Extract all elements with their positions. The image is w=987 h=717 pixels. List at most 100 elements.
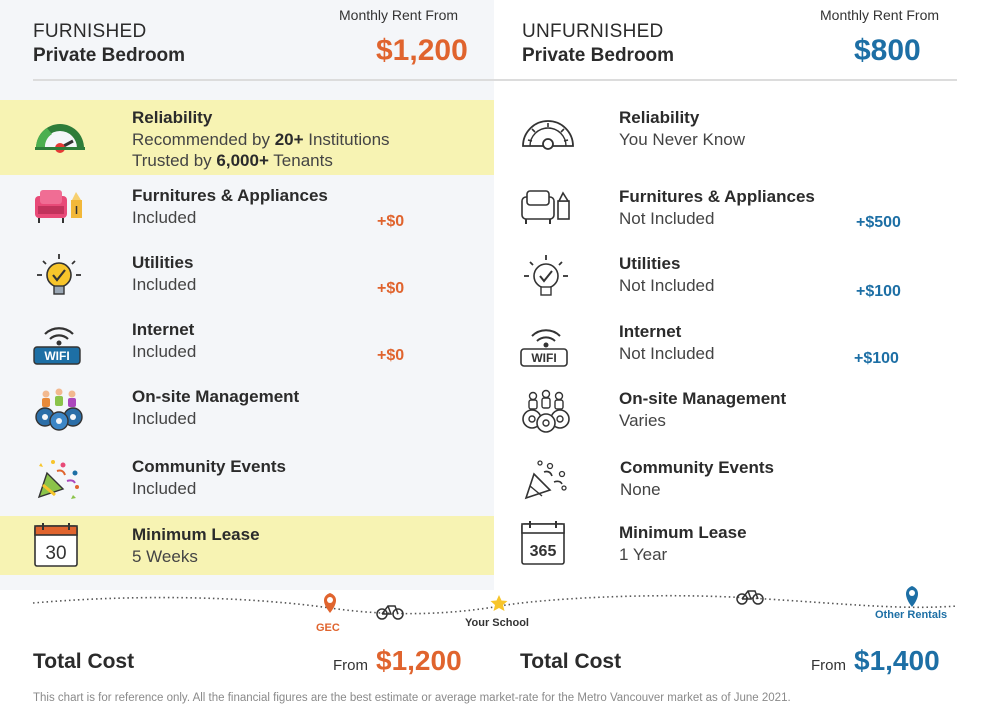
furnished-rent-price: $1,200: [376, 34, 468, 67]
unfurnished-total-from: From: [811, 657, 846, 674]
gec-pin-icon: [324, 593, 336, 613]
furnished-community-status: Included: [132, 479, 197, 498]
furnished-heading-room: Private Bedroom: [33, 45, 186, 66]
unfurnished-heading-type: UNFURNISHED: [522, 21, 664, 42]
furnished-furniture-status: Included: [132, 208, 197, 227]
disclaimer-footnote: This chart is for reference only. All th…: [33, 692, 791, 704]
unfurnished-furniture-status: Not Included: [619, 209, 715, 228]
furnished-utilities-status: Included: [132, 275, 197, 294]
furnished-lease-duration: 5 Weeks: [132, 547, 198, 566]
furnished-management-title: On-site Management: [132, 387, 300, 406]
furnished-reliability-line2: Trusted by 6,000+ Tenants: [132, 150, 333, 171]
speedometer-outline-icon: [520, 112, 574, 160]
header-divider: [33, 79, 957, 81]
unfurnished-row-reliability: Reliability You Never Know: [520, 108, 960, 158]
unfurnished-internet-title: Internet: [619, 322, 682, 341]
other-rentals-pin-icon: [906, 586, 918, 607]
unfurnished-total-label: Total Cost: [520, 650, 622, 673]
furnished-management-status: Included: [132, 409, 197, 428]
furniture-icon: [33, 186, 85, 234]
unfurnished-management-status: Varies: [619, 411, 666, 430]
unfurnished-rent-from-label: Monthly Rent From: [820, 7, 940, 23]
furnished-internet-title: Internet: [132, 320, 195, 339]
furnished-row-reliability: Reliability Recommended by 20+ Instituti…: [33, 108, 483, 172]
gec-label: GEC: [316, 622, 340, 634]
unfurnished-row-community: Community Events None: [520, 458, 960, 508]
furnished-row-management: On-site Management Included: [33, 387, 483, 437]
party-popper-icon: [33, 457, 85, 505]
furnished-reliability-line2-pre: Trusted by: [132, 151, 217, 170]
furniture-outline-icon: [520, 187, 572, 235]
furnished-heading: FURNISHED Private Bedroom: [33, 20, 185, 68]
furnished-row-furniture: Furnitures & Appliances Included +$0: [33, 186, 483, 236]
school-star-icon: [490, 595, 508, 611]
unfurnished-reliability-status: You Never Know: [619, 130, 746, 149]
lightbulb-outline-icon: [520, 254, 572, 302]
furnished-reliability-line1: Recommended by 20+ Institutions: [132, 129, 390, 150]
furnished-calendar-number: 30: [45, 543, 66, 564]
management-outline-icon: [520, 389, 572, 437]
bicycle-icon-left: [376, 605, 404, 620]
unfurnished-reliability-title: Reliability: [619, 108, 700, 127]
wifi-outline-icon: WIFI: [520, 322, 572, 370]
bicycle-icon-right: [736, 590, 764, 605]
unfurnished-lease-duration: 1 Year: [619, 545, 668, 564]
furnished-total-label: Total Cost: [33, 650, 135, 673]
furnished-reliability-line2-post: Tenants: [268, 151, 333, 170]
unfurnished-lease-title: Minimum Lease: [619, 523, 747, 542]
unfurnished-calendar-number: 365: [530, 543, 557, 560]
unfurnished-internet-status: Not Included: [619, 344, 715, 363]
unfurnished-row-lease: 365 Minimum Lease 1 Year: [520, 521, 960, 571]
unfurnished-row-management: On-site Management Varies: [520, 389, 960, 439]
svg-text:WIFI: WIFI: [44, 349, 69, 363]
reliability-highlight: [0, 100, 494, 175]
calendar-30-icon: 30: [33, 523, 85, 571]
furnished-furniture-cost: +$0: [377, 213, 405, 230]
unfurnished-heading-room: Private Bedroom: [522, 45, 675, 66]
furnished-row-lease: 30 Minimum Lease 5 Weeks: [33, 523, 483, 573]
svg-text:WIFI: WIFI: [531, 351, 556, 365]
commute-route: GEC Your School Other Rentals: [0, 578, 987, 638]
unfurnished-internet-cost: +$100: [854, 350, 899, 367]
unfurnished-furniture-cost: +$500: [856, 214, 901, 231]
furnished-heading-type: FURNISHED: [33, 21, 147, 42]
furnished-utilities-title: Utilities: [132, 253, 194, 272]
lightbulb-icon: [33, 253, 85, 301]
unfurnished-row-internet: WIFI Internet Not Included +$100: [520, 322, 960, 372]
furnished-furniture-title: Furnitures & Appliances: [132, 186, 328, 205]
party-popper-outline-icon: [520, 458, 572, 506]
furnished-utilities-cost: +$0: [377, 280, 405, 297]
furnished-internet-cost: +$0: [377, 347, 405, 364]
management-gears-icon: [33, 387, 85, 435]
unfurnished-heading: UNFURNISHED Private Bedroom: [522, 20, 674, 68]
furnished-total-price: $1,200: [376, 645, 462, 676]
minimum-lease-highlight: [0, 516, 494, 575]
your-school-label: Your School: [465, 617, 529, 629]
unfurnished-furniture-title: Furnitures & Appliances: [619, 187, 815, 206]
furnished-row-community: Community Events Included: [33, 457, 483, 507]
unfurnished-total-price: $1,400: [854, 645, 940, 676]
furnished-column-background: [0, 0, 494, 590]
unfurnished-community-title: Community Events: [620, 458, 774, 477]
unfurnished-utilities-cost: +$100: [856, 283, 901, 300]
wifi-icon: WIFI: [33, 320, 85, 368]
furnished-reliability-title: Reliability: [132, 108, 213, 127]
furnished-total-from: From: [333, 657, 368, 674]
calendar-365-icon: 365: [520, 521, 572, 569]
unfurnished-row-utilities: Utilities Not Included +$100: [520, 254, 960, 304]
unfurnished-utilities-title: Utilities: [619, 254, 681, 273]
unfurnished-row-furniture: Furnitures & Appliances Not Included +$5…: [520, 187, 960, 237]
other-rentals-label: Other Rentals: [875, 609, 948, 621]
furnished-community-title: Community Events: [132, 457, 286, 476]
unfurnished-utilities-status: Not Included: [619, 276, 715, 295]
furnished-internet-status: Included: [132, 342, 197, 361]
furnished-row-internet: WIFI Internet Included +$0: [33, 320, 483, 370]
speedometer-high-icon: [33, 114, 85, 162]
furnished-reliability-tenants-count: 6,000+: [216, 151, 269, 170]
unfurnished-community-status: None: [620, 480, 661, 499]
unfurnished-rent-price: $800: [854, 34, 921, 67]
furnished-rent-from-label: Monthly Rent From: [339, 7, 459, 23]
furnished-reliability-line1-post: Institutions: [303, 130, 390, 149]
furnished-lease-title: Minimum Lease: [132, 525, 260, 544]
furnished-reliability-institutions-count: 20+: [274, 130, 304, 149]
